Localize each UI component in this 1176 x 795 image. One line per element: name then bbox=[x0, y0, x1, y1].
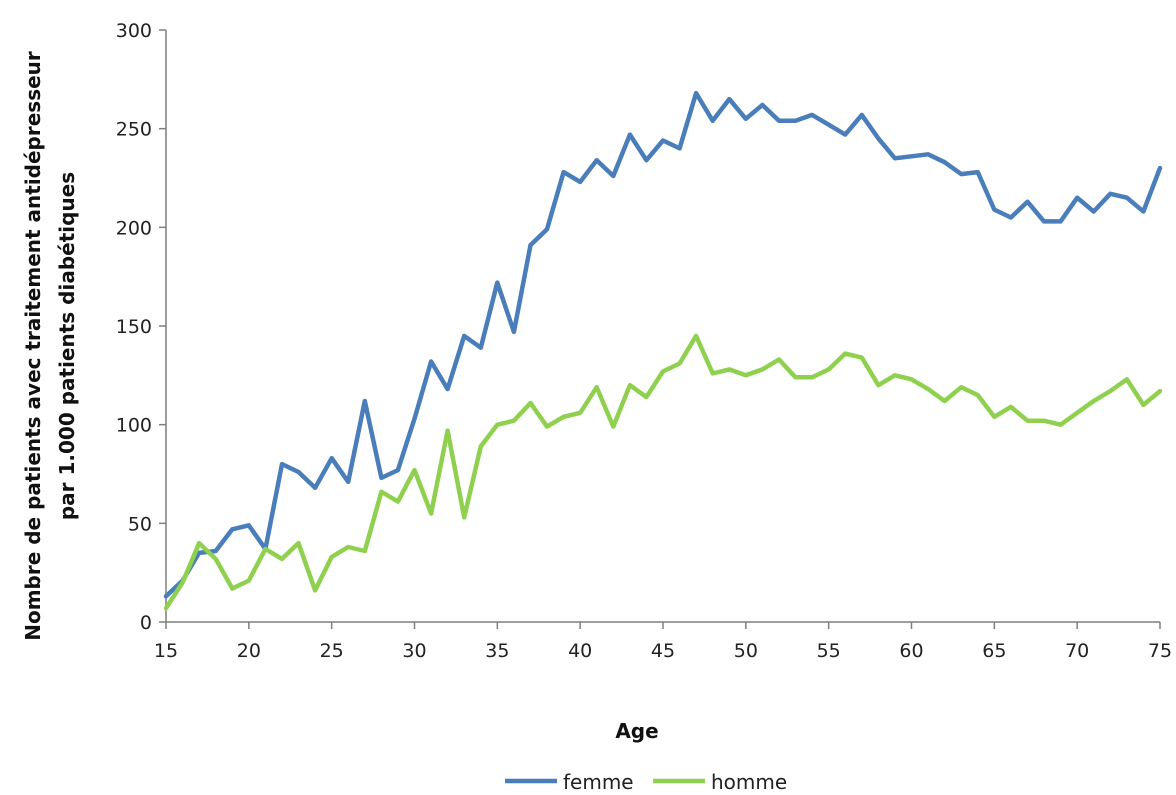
x-tick-label: 40 bbox=[568, 640, 592, 662]
x-tick-label: 75 bbox=[1148, 640, 1172, 662]
y-tick-label: 150 bbox=[116, 316, 152, 338]
y-ticks: 0 50 100 150 200 250 300 bbox=[116, 20, 166, 634]
series-line-femme bbox=[163, 90, 1163, 599]
legend: femme homme bbox=[505, 770, 787, 794]
x-tick-label: 55 bbox=[817, 640, 841, 662]
series-layer bbox=[163, 90, 1163, 611]
y-tick-label: 300 bbox=[116, 20, 152, 42]
y-axis-title-line-1: Nombre de patients avec traitement antid… bbox=[21, 51, 45, 641]
x-tick-label: 15 bbox=[154, 640, 178, 662]
legend-label-femme: femme bbox=[563, 770, 634, 794]
x-ticks: 15 20 25 30 35 40 45 50 55 60 65 70 75 bbox=[154, 622, 1172, 662]
y-tick-label: 0 bbox=[140, 612, 152, 634]
x-tick-label: 60 bbox=[899, 640, 923, 662]
x-tick-label: 45 bbox=[651, 640, 675, 662]
y-tick-label: 50 bbox=[128, 513, 152, 535]
x-tick-label: 20 bbox=[237, 640, 261, 662]
x-tick-label: 25 bbox=[320, 640, 344, 662]
series-line-homme bbox=[163, 333, 1163, 611]
x-tick-label: 35 bbox=[485, 640, 509, 662]
x-tick-label: 50 bbox=[734, 640, 758, 662]
y-tick-label: 100 bbox=[116, 415, 152, 437]
y-tick-label: 200 bbox=[116, 217, 152, 239]
legend-label-homme: homme bbox=[711, 770, 787, 794]
x-tick-label: 70 bbox=[1065, 640, 1089, 662]
x-tick-label: 65 bbox=[982, 640, 1006, 662]
y-tick-label: 250 bbox=[116, 119, 152, 141]
x-axis-title: Age bbox=[615, 719, 658, 743]
x-tick-label: 30 bbox=[402, 640, 426, 662]
y-axis-title-line-2: par 1.000 patients diabétiques bbox=[55, 172, 79, 520]
